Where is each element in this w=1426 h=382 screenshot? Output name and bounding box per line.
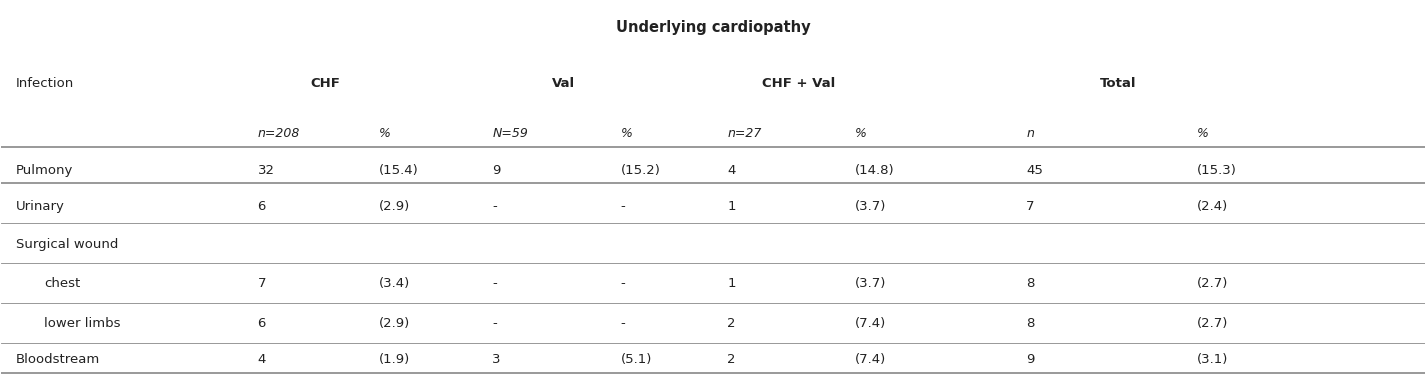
Text: Bloodstream: Bloodstream [16, 353, 100, 366]
Text: 1: 1 [727, 277, 736, 290]
Text: Infection: Infection [16, 77, 74, 90]
Text: (14.8): (14.8) [856, 163, 896, 176]
Text: CHF + Val: CHF + Val [761, 77, 836, 90]
Text: Surgical wound: Surgical wound [16, 238, 118, 251]
Text: Total: Total [1101, 77, 1137, 90]
Text: Urinary: Urinary [16, 200, 64, 213]
Text: %: % [378, 126, 391, 139]
Text: %: % [856, 126, 867, 139]
Text: (15.2): (15.2) [620, 163, 660, 176]
Text: 4: 4 [258, 353, 265, 366]
Text: 6: 6 [258, 200, 265, 213]
Text: N=59: N=59 [492, 126, 528, 139]
Text: 9: 9 [1027, 353, 1034, 366]
Text: Underlying cardiopathy: Underlying cardiopathy [616, 20, 810, 36]
Text: 3: 3 [492, 353, 501, 366]
Text: (7.4): (7.4) [856, 317, 887, 330]
Text: (15.4): (15.4) [378, 163, 418, 176]
Text: 6: 6 [258, 317, 265, 330]
Text: %: % [620, 126, 632, 139]
Text: -: - [492, 317, 498, 330]
Text: (7.4): (7.4) [856, 353, 887, 366]
Text: n: n [1027, 126, 1034, 139]
Text: lower limbs: lower limbs [44, 317, 121, 330]
Text: 7: 7 [1027, 200, 1035, 213]
Text: (3.1): (3.1) [1196, 353, 1228, 366]
Text: -: - [620, 317, 625, 330]
Text: (2.4): (2.4) [1196, 200, 1228, 213]
Text: -: - [492, 200, 498, 213]
Text: (2.7): (2.7) [1196, 317, 1228, 330]
Text: Val: Val [552, 77, 575, 90]
Text: 8: 8 [1027, 317, 1034, 330]
Text: (3.7): (3.7) [856, 277, 887, 290]
Text: 45: 45 [1027, 163, 1042, 176]
Text: 9: 9 [492, 163, 501, 176]
Text: Pulmony: Pulmony [16, 163, 73, 176]
Text: (2.9): (2.9) [378, 200, 409, 213]
Text: (3.4): (3.4) [378, 277, 409, 290]
Text: chest: chest [44, 277, 80, 290]
Text: (3.7): (3.7) [856, 200, 887, 213]
Text: -: - [620, 200, 625, 213]
Text: 1: 1 [727, 200, 736, 213]
Text: 4: 4 [727, 163, 736, 176]
Text: (5.1): (5.1) [620, 353, 652, 366]
Text: (15.3): (15.3) [1196, 163, 1236, 176]
Text: n=208: n=208 [258, 126, 299, 139]
Text: 7: 7 [258, 277, 267, 290]
Text: 2: 2 [727, 353, 736, 366]
Text: (1.9): (1.9) [378, 353, 409, 366]
Text: n=27: n=27 [727, 126, 761, 139]
Text: -: - [620, 277, 625, 290]
Text: (2.7): (2.7) [1196, 277, 1228, 290]
Text: 8: 8 [1027, 277, 1034, 290]
Text: 32: 32 [258, 163, 275, 176]
Text: 2: 2 [727, 317, 736, 330]
Text: %: % [1196, 126, 1209, 139]
Text: -: - [492, 277, 498, 290]
Text: (2.9): (2.9) [378, 317, 409, 330]
Text: CHF: CHF [311, 77, 341, 90]
